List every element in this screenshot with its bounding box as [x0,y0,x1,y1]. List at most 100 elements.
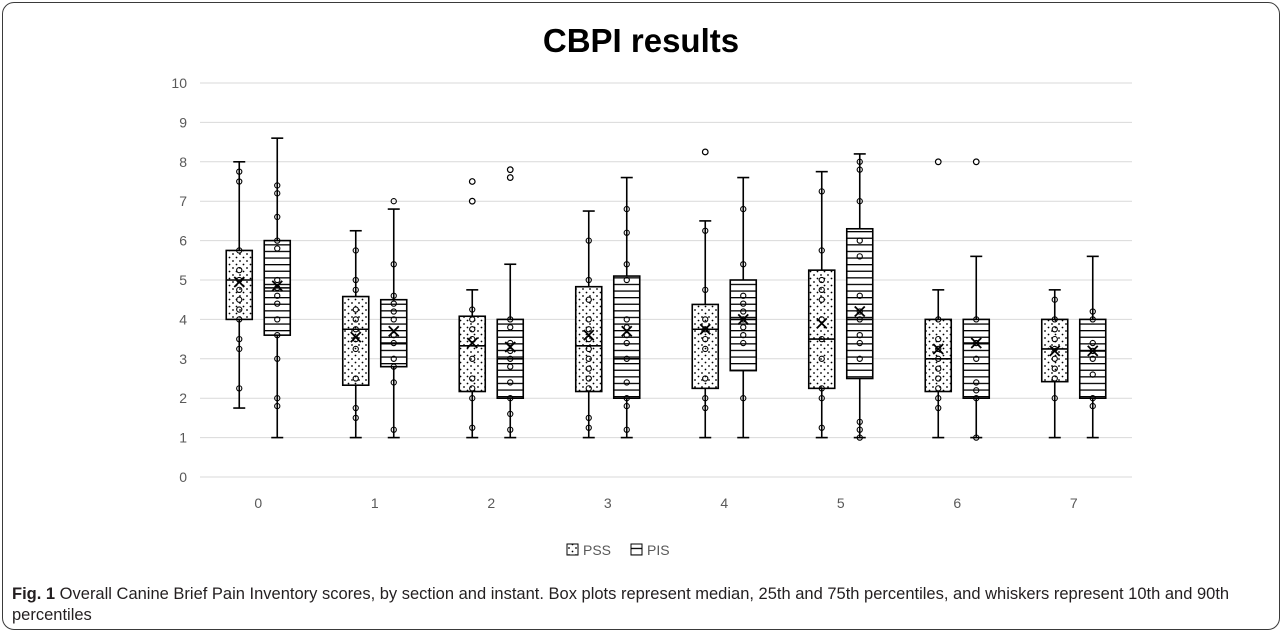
data-point [507,347,514,355]
data-point [585,316,592,323]
data-point [623,395,630,402]
data-point [585,424,592,431]
data-point [1051,296,1058,303]
data-point [236,247,243,254]
x-tick-label: 1 [371,495,379,511]
box-pss-5 [807,170,836,439]
legend-label-pis: PIS [647,542,670,558]
data-point [469,306,476,313]
data-point [352,345,359,353]
data-point [973,339,980,347]
data-point [236,286,243,293]
data-point [585,335,592,343]
data-point [1089,308,1096,315]
data-point [236,296,243,303]
box-body [341,295,370,386]
data-point [1089,355,1096,362]
data-point [585,385,592,392]
data-point [702,395,709,402]
data-point [390,426,397,433]
box-pss-0 [225,161,254,409]
data-point [236,316,243,323]
mean-marker [854,305,866,318]
mean-marker [583,329,595,341]
y-tick-label: 9 [179,114,187,130]
data-point [585,237,592,244]
box-pss-4 [691,148,720,439]
mean-marker [350,331,362,343]
data-point [740,261,747,268]
caption-label: Fig. 1 [12,585,56,603]
data-point [973,434,980,441]
data-point [507,395,514,402]
data-point [390,308,397,315]
figure-caption: Fig. 1 Overall Canine Brief Pain Invento… [12,584,1262,626]
mean-marker [699,323,711,335]
data-point [856,316,863,323]
mean-marker [1087,345,1099,357]
data-point [390,300,397,307]
data-point [507,379,514,386]
data-point [702,316,709,323]
data-point [236,385,243,392]
data-point [507,426,514,433]
data-point [390,198,397,205]
data-point [935,395,942,402]
data-point [818,276,825,284]
data-point [818,286,825,293]
y-tick-label: 5 [179,272,187,288]
data-point [274,213,281,221]
data-point [702,286,709,293]
box-pis-7 [1078,255,1107,439]
data-point [236,335,243,343]
mean-marker [1049,345,1061,357]
mean-marker [737,313,749,326]
x-tick-label: 3 [604,495,612,511]
data-point [274,355,281,362]
legend-label-pss: PSS [583,542,611,558]
data-point [469,424,476,431]
x-tick-label: 4 [720,495,728,511]
data-point [623,332,630,339]
data-point [469,375,476,382]
mean-marker [932,343,944,355]
chart-title: CBPI results [543,22,739,59]
data-point [352,316,359,323]
data-point [507,324,514,331]
data-point [390,355,397,362]
data-point [623,205,630,213]
y-tick-label: 4 [179,311,187,327]
data-point [935,345,942,353]
data-point [973,387,980,394]
box-pis-3 [612,176,641,439]
outlier-point [506,174,514,181]
data-point [623,324,630,331]
data-point [818,335,825,343]
data-point [702,404,709,412]
data-point [623,229,630,236]
outlier-point [972,158,980,166]
data-point [740,292,747,299]
data-point [1089,402,1096,410]
data-point [507,363,514,370]
box-pss-2 [458,178,487,439]
y-tick-label: 0 [179,469,187,485]
data-point [274,237,281,244]
data-point [856,158,863,165]
data-point [623,339,630,347]
box-pss-1 [341,229,370,439]
outlier-point [506,166,514,174]
data-point [274,300,281,307]
data-point [1089,371,1096,378]
box-pis-6 [962,158,991,441]
data-point [856,237,863,244]
data-point [274,402,281,410]
data-point [352,247,359,254]
data-point [236,345,243,353]
data-point [973,316,980,323]
data-point [390,292,397,299]
data-point [1089,339,1096,347]
data-point [856,198,863,205]
box-pss-6 [924,158,953,439]
data-point [935,335,942,343]
